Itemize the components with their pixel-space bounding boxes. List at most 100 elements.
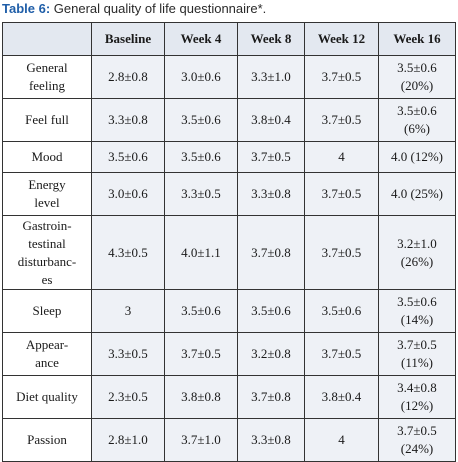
cell-value-line: 3.5±0.6 (397, 294, 437, 309)
cell-value-line: 2.8±0.8 (108, 69, 148, 84)
row-label-cell: General feeling (2, 55, 92, 99)
cell-week-12: 3.5±0.6 (304, 289, 379, 333)
cell-value-line: 3.3±1.0 (251, 69, 291, 84)
header-cell-empty (2, 22, 92, 56)
cell-value-line: 3.3±0.5 (181, 186, 221, 201)
cell-value-line: 3.3±0.8 (251, 186, 291, 201)
row-label-line: Gastroin- (22, 217, 72, 233)
cell-value-line: 3.7±0.5 (397, 337, 437, 352)
cell-baseline: 2.3±0.5 (91, 375, 165, 419)
cell-value-line: 3.8±0.8 (181, 389, 221, 404)
table-header-row: Baseline Week 4 Week 8 Week 12 Week 16 (2, 22, 456, 56)
cell-week-8: 3.5±0.6 (237, 289, 305, 333)
cell-week-4: 3.3±0.5 (164, 172, 238, 216)
cell-week-8: 3.8±0.4 (237, 98, 305, 142)
cell-week-8: 3.7±0.8 (237, 215, 305, 290)
cell-value-line: 3.5±0.6 (251, 303, 291, 318)
header-cell-baseline: Baseline (91, 22, 165, 56)
cell-value-line: 3.5±0.6 (397, 103, 437, 118)
cell-value-line: 3.7±0.5 (321, 112, 362, 127)
cell-baseline: 2.8±0.8 (91, 55, 165, 99)
row-label-cell: Feel full (2, 98, 92, 142)
cell-value-line: 3.7±0.5 (321, 186, 362, 201)
cell-value-line: 3.2±0.8 (251, 346, 291, 361)
cell-week-16: 4.0 (12%) (378, 141, 456, 173)
cell-week-4: 3.5±0.6 (164, 289, 238, 333)
cell-week-12: 3.7±0.5 (304, 98, 379, 142)
cell-value-line: (26%) (400, 253, 434, 269)
row-label-cell: Diet quality (2, 375, 92, 419)
cell-value-line: 4.0±1.1 (181, 244, 221, 260)
row-label-line: General (26, 60, 68, 75)
row-label-cell: Energy level (2, 172, 92, 216)
cell-week-8: 3.2±0.8 (237, 332, 305, 376)
row-label-line: Diet quality (16, 389, 78, 404)
cell-baseline: 3.3±0.8 (91, 98, 165, 142)
cell-value-line: 4 (338, 432, 345, 447)
cell-week-16: 3.5±0.6 (14%) (378, 289, 456, 333)
cell-value-line: 3.7±0.8 (251, 244, 291, 260)
cell-value-line: 3.4±0.8 (397, 380, 437, 395)
cell-value-line: 3.0±0.6 (108, 186, 148, 201)
row-label-cell: Passion (2, 418, 92, 462)
cell-value-line: 3.3±0.8 (251, 432, 291, 447)
cell-value-line: (12%) (400, 398, 434, 413)
cell-value-line: 3.3±0.5 (108, 346, 148, 361)
row-label-line: disturbanc- (17, 253, 77, 269)
cell-baseline: 3 (91, 289, 165, 333)
table-caption: Table 6: General quality of life questio… (2, 0, 266, 20)
row-label-line: Passion (27, 432, 67, 447)
row-label-line: es (41, 271, 53, 287)
cell-value-line: 3.2±1.0 (397, 235, 437, 251)
cell-value-line: 3.7±0.8 (251, 389, 291, 404)
table-row: Energy level 3.0±0.6 3.3±0.5 3.3±0.8 3.7±0.5 4… (2, 172, 456, 216)
cell-value-line: 3 (124, 303, 132, 318)
cell-week-16: 3.5±0.6 (20%) (378, 55, 456, 99)
cell-week-16: 3.4±0.8 (12%) (378, 375, 456, 419)
cell-value-line: 3.5±0.6 (181, 303, 221, 318)
cell-value-line: 3.7±0.5 (397, 423, 437, 438)
row-label-line: Energy (28, 177, 66, 192)
table-row: Mood 3.5±0.6 3.5±0.6 3.7±0.5 4 4.0 (12%) (2, 141, 456, 173)
cell-value-line: 3.8±0.4 (321, 389, 362, 404)
row-label-line: testinal (28, 235, 66, 251)
cell-baseline: 3.3±0.5 (91, 332, 165, 376)
cell-week-4: 3.7±0.5 (164, 332, 238, 376)
table-caption-text: General quality of life questionnaire*. (50, 1, 267, 16)
cell-week-8: 3.3±0.8 (237, 418, 305, 462)
cell-week-8: 3.3±0.8 (237, 172, 305, 216)
header-cell-week-16: Week 16 (378, 22, 456, 56)
cell-baseline: 4.3±0.5 (91, 215, 165, 290)
cell-week-16: 4.0 (25%) (378, 172, 456, 216)
cell-value-line: (20%) (400, 78, 434, 93)
cell-week-12: 3.7±0.5 (304, 55, 379, 99)
cell-value-line: 3.7±0.5 (321, 69, 362, 84)
cell-week-12: 4 (304, 141, 379, 173)
row-label-cell: Sleep (2, 289, 92, 333)
row-label-line: Sleep (32, 303, 62, 318)
row-label-line: Feel full (25, 112, 69, 127)
cell-value-line: (11%) (400, 355, 433, 370)
table-row: Sleep 3 3.5±0.6 3.5±0.6 3.5±0.6 3.5±0.6 (14%) (2, 289, 456, 333)
row-label-cell: Mood (2, 141, 92, 173)
cell-week-16: 3.2±1.0 (26%) (378, 215, 456, 290)
cell-week-4: 4.0±1.1 (164, 215, 238, 290)
header-cell-week-12: Week 12 (304, 22, 379, 56)
cell-value-line: 3.0±0.6 (181, 69, 221, 84)
header-cell-week-8: Week 8 (237, 22, 305, 56)
cell-week-4: 3.8±0.8 (164, 375, 238, 419)
cell-week-8: 3.7±0.5 (237, 141, 305, 173)
cell-value-line: 2.8±1.0 (108, 432, 148, 447)
cell-baseline: 3.5±0.6 (91, 141, 165, 173)
row-label-line: Appear- (25, 337, 69, 352)
cell-week-12: 4 (304, 418, 379, 462)
cell-value-line: (6%) (404, 121, 430, 136)
cell-value-line: 4 (338, 149, 345, 164)
table-row: Diet quality 2.3±0.5 3.8±0.8 3.7±0.8 3.8±0.4… (2, 375, 456, 419)
cell-value-line: 3.5±0.6 (397, 60, 437, 75)
cell-value-line: 2.3±0.5 (108, 389, 148, 404)
row-label-line: level (34, 195, 60, 210)
cell-week-4: 3.0±0.6 (164, 55, 238, 99)
table-row: Passion 2.8±1.0 3.7±1.0 3.3±0.8 4 3.7±0.5 (24%… (2, 418, 456, 462)
cell-week-8: 3.7±0.8 (237, 375, 305, 419)
